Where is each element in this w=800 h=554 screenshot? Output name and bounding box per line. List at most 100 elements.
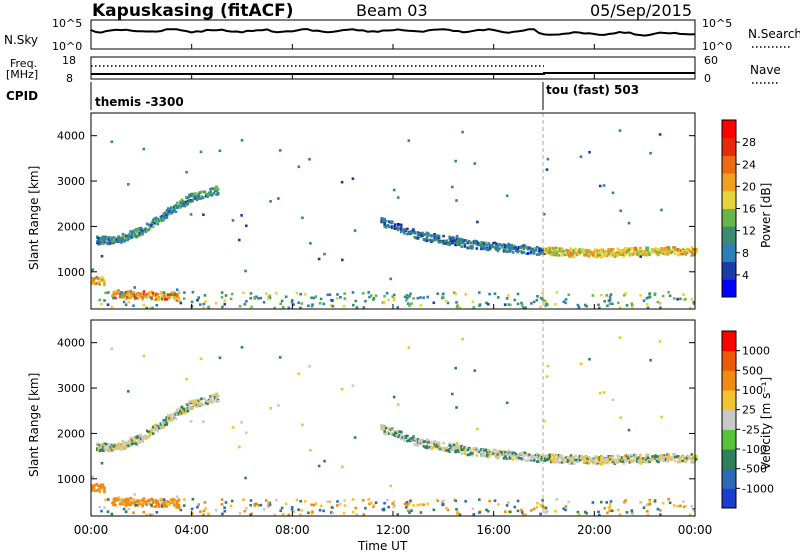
power-cell xyxy=(127,292,131,295)
power-cell xyxy=(162,215,166,219)
velocity-cell xyxy=(682,457,686,460)
power-cell xyxy=(197,192,200,196)
power-cell xyxy=(159,216,163,219)
power-cell xyxy=(118,236,122,239)
power-cell xyxy=(595,248,598,252)
velocity-cell xyxy=(548,453,552,457)
power-cell xyxy=(101,278,105,282)
velocity-cell xyxy=(139,433,143,437)
velocity-cell xyxy=(577,460,580,463)
power-cell xyxy=(583,303,587,307)
power-cell xyxy=(182,204,185,207)
velocity-cell xyxy=(636,456,639,459)
power-cell xyxy=(599,251,603,255)
power-cell xyxy=(401,229,405,232)
velocity-cell xyxy=(657,457,660,460)
velocity-cell xyxy=(156,429,159,433)
velocity-cell xyxy=(207,512,210,516)
velocity-cell xyxy=(403,435,406,438)
power-cell xyxy=(174,203,178,207)
x-tick-label: 08:00 xyxy=(275,523,310,537)
velocity-cell xyxy=(496,453,500,456)
velocity-cell xyxy=(531,455,534,459)
velocity-cell xyxy=(115,445,119,448)
velocity-cell xyxy=(544,454,547,457)
cpid-segment-2: tou (fast) 503 xyxy=(546,83,639,97)
power-cell xyxy=(100,302,103,306)
velocity-cell xyxy=(487,449,491,452)
velocity-cell xyxy=(599,458,603,462)
velocity-cell xyxy=(383,432,386,436)
power-cell xyxy=(209,188,212,191)
velocity-cell xyxy=(353,436,357,439)
power-cell xyxy=(202,213,205,216)
velocity-cell xyxy=(164,505,167,508)
power-cell xyxy=(133,228,137,232)
power-cell xyxy=(545,168,549,171)
power-cell xyxy=(627,221,631,225)
velocity-cell xyxy=(103,486,106,489)
power-cell xyxy=(102,235,105,239)
velocity-cell xyxy=(482,454,485,458)
power-cell xyxy=(215,193,218,196)
velocity-cell xyxy=(145,503,148,506)
power-cell xyxy=(622,248,626,252)
velocity-cell xyxy=(142,354,146,358)
power-cell xyxy=(180,198,184,202)
power-cell xyxy=(509,303,512,307)
power-cell xyxy=(667,246,671,249)
power-cell xyxy=(503,303,507,306)
power-cell xyxy=(120,291,123,294)
power-cell xyxy=(391,226,394,230)
velocity-cell xyxy=(188,406,191,409)
velocity-cell xyxy=(132,441,135,445)
power-cell xyxy=(685,249,689,253)
power-cell xyxy=(153,217,156,220)
power-cell xyxy=(419,296,422,299)
velocity-cell xyxy=(624,458,627,462)
power-cell xyxy=(510,243,513,247)
velocity-cell xyxy=(648,460,651,464)
velocity-cell xyxy=(182,407,185,410)
power-cell xyxy=(490,245,494,248)
velocity-cell xyxy=(394,434,397,437)
velocity-cell xyxy=(126,497,129,501)
power-cell xyxy=(476,220,479,224)
velocity-cell xyxy=(657,455,660,458)
power-cell xyxy=(380,217,383,220)
velocity-cell xyxy=(220,503,224,506)
velocity-cell xyxy=(161,501,164,505)
velocity-cell xyxy=(446,449,450,452)
power-cell xyxy=(498,247,501,250)
velocity-cell xyxy=(553,458,556,462)
power-cell xyxy=(200,195,203,198)
velocity-cell xyxy=(502,455,506,458)
velocity-cell xyxy=(463,451,467,455)
colorbar-tick-label: 1000 xyxy=(742,345,770,358)
power-cell xyxy=(176,297,179,300)
velocity-cell xyxy=(97,484,100,487)
power-cell xyxy=(96,240,99,243)
velocity-cell xyxy=(505,401,509,405)
power-cell xyxy=(104,291,107,295)
velocity-cell xyxy=(493,453,497,457)
power-cell xyxy=(678,253,681,256)
velocity-cell xyxy=(419,511,423,514)
freq-trace xyxy=(91,72,695,75)
power-cell xyxy=(384,226,388,229)
velocity-cell xyxy=(462,448,465,452)
power-cell xyxy=(171,291,175,295)
power-cell xyxy=(209,193,212,197)
velocity-cell xyxy=(562,459,565,462)
power-cell xyxy=(478,304,481,307)
velocity-cell xyxy=(129,497,132,500)
velocity-cell xyxy=(505,452,509,455)
velocity-cell xyxy=(240,346,244,349)
velocity-cell xyxy=(489,452,492,455)
velocity-cell xyxy=(396,403,400,406)
velocity-cell xyxy=(112,500,116,503)
velocity-cell xyxy=(135,500,138,504)
velocity-cell xyxy=(126,442,129,446)
power-cell xyxy=(173,291,176,294)
velocity-cell xyxy=(174,417,178,421)
